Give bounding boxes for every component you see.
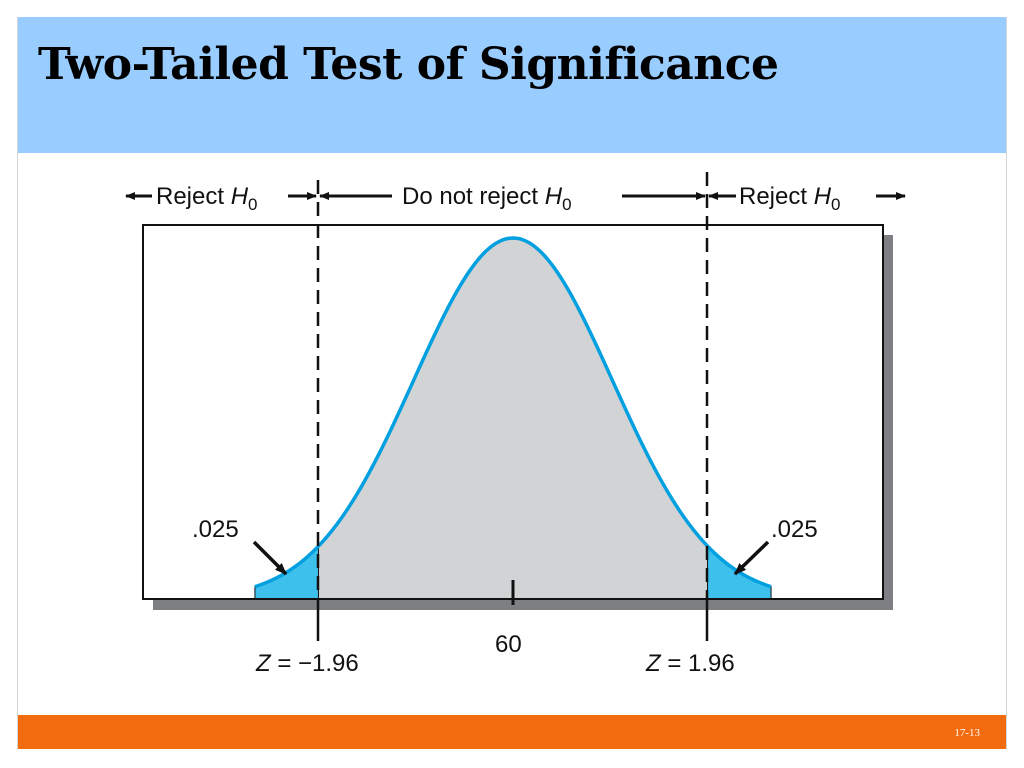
right-critical-value-label: Z = 1.96 xyxy=(645,650,735,677)
normal-curve xyxy=(254,236,772,589)
non-rejection-area xyxy=(318,238,708,599)
slide-title: Two-Tailed Test of Significance xyxy=(38,39,779,90)
center-value-label: 60 xyxy=(495,631,522,658)
do-not-reject-label: Do not reject H0 xyxy=(402,183,572,214)
footer-band: 17-13 xyxy=(18,715,1006,749)
left-tail-area-label: .025 xyxy=(192,516,239,543)
title-band: Two-Tailed Test of Significance xyxy=(18,17,1006,153)
right-tail-pointer-arrow xyxy=(733,540,770,576)
slide-number: 17-13 xyxy=(954,727,980,739)
left-tail-pointer-arrow xyxy=(252,540,288,576)
left-critical-value-label: Z = −1.96 xyxy=(255,650,359,677)
right-reject-label: Reject H0 xyxy=(739,183,841,214)
right-tail-area-label: .025 xyxy=(771,516,818,543)
left-reject-label: Reject H0 xyxy=(156,183,258,214)
